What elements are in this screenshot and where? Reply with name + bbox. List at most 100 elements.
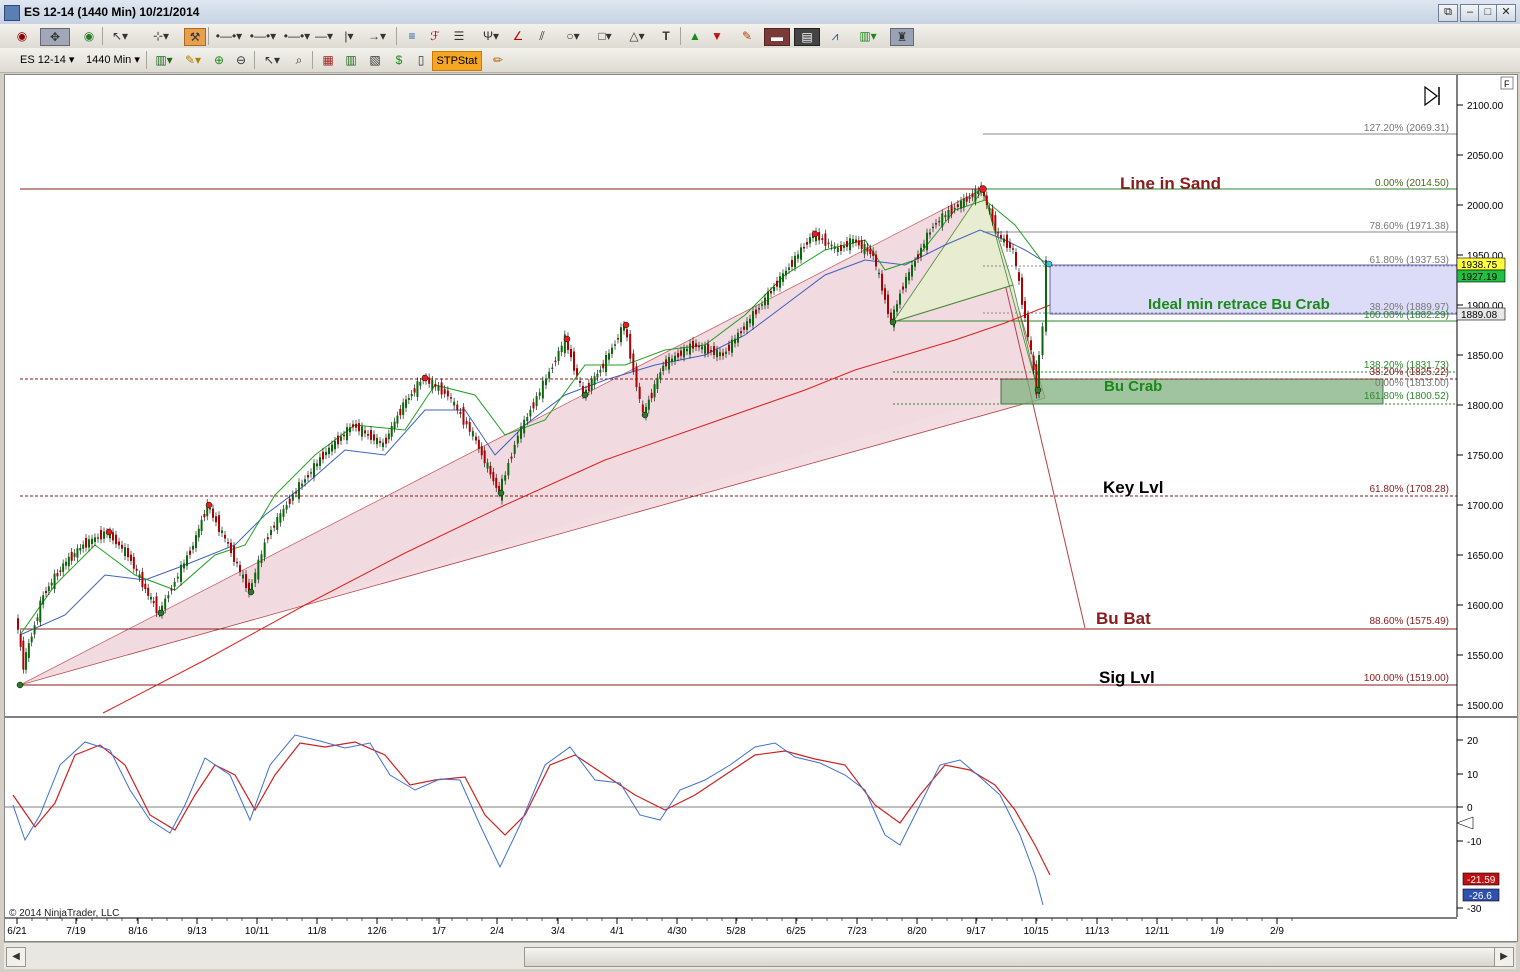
- text-tool-icon[interactable]: T: [662, 29, 670, 43]
- price-candles: [17, 181, 1047, 674]
- interval-selector[interactable]: 1440 Min ▾: [86, 54, 140, 66]
- data-box-icon[interactable]: ⊹▾: [152, 29, 170, 43]
- candle-body: [475, 436, 477, 441]
- annotation-bu-crab: Bu Crab: [1104, 378, 1162, 395]
- candle-body: [554, 360, 557, 363]
- scrollbar-thumb[interactable]: [524, 947, 1500, 967]
- minimize-button[interactable]: –: [1460, 4, 1480, 22]
- candle-body: [197, 528, 200, 538]
- pointer-icon[interactable]: ↖▾: [111, 29, 129, 43]
- oscillator-axis: 20 10 0 -10 -30: [1457, 736, 1482, 915]
- candle-body: [857, 240, 860, 246]
- instrument-selector[interactable]: ES 12-14 ▾: [20, 54, 75, 66]
- fib-label: 100.00% (1882.29): [1364, 310, 1449, 321]
- template-icon[interactable]: ▧: [369, 53, 381, 67]
- indicators-icon[interactable]: ⩘: [831, 29, 839, 43]
- dollar-icon[interactable]: $: [395, 53, 403, 67]
- candle-body: [671, 358, 673, 362]
- candle-body: [192, 545, 194, 550]
- level-price-badge: [1456, 307, 1506, 321]
- stpstat-button[interactable]: STPStat: [432, 51, 482, 71]
- candle-body: [755, 309, 757, 315]
- candle-body: [167, 595, 170, 599]
- candle-body: [824, 233, 827, 246]
- osc-blue-badge: [1462, 888, 1500, 902]
- eye-icon[interactable]: ◉: [16, 29, 28, 43]
- zoom-in-icon[interactable]: ⊕: [213, 53, 225, 67]
- scroll-left-icon[interactable]: ◀: [6, 947, 26, 967]
- candle-body: [164, 598, 167, 610]
- brush-icon[interactable]: ✏: [492, 53, 504, 67]
- jump-to-end-icon[interactable]: [1424, 85, 1440, 107]
- candle-body: [361, 426, 363, 437]
- candle-body: [396, 415, 399, 424]
- price-tick-label: 2000.00: [1467, 201, 1504, 212]
- ray-tool-icon[interactable]: •—•▾: [249, 29, 277, 43]
- line-tool-icon[interactable]: •—•▾: [215, 29, 243, 43]
- candle-body: [953, 207, 956, 210]
- chart-trader-icon[interactable]: ▦: [322, 53, 334, 67]
- magnify-icon[interactable]: ⌕: [295, 53, 303, 67]
- global-draw-icon[interactable]: ⚒: [184, 28, 206, 46]
- oscillator-zero-marker: [1456, 816, 1474, 830]
- arrow-line-icon[interactable]: →▾: [367, 29, 387, 43]
- candles-icon[interactable]: ▥: [345, 53, 357, 67]
- fibonacci-icon[interactable]: ≡: [408, 29, 416, 43]
- candle-body: [224, 534, 226, 539]
- candle-body: [997, 231, 1000, 234]
- annotation-ideal-retrace: Ideal min retrace Bu Crab: [1148, 296, 1330, 313]
- candle-body: [782, 273, 784, 282]
- candle-body: [821, 238, 824, 240]
- candle-body: [1018, 272, 1020, 281]
- crosshair-tool-icon[interactable]: ✥: [40, 28, 70, 46]
- candle-body: [1012, 248, 1014, 250]
- zoom-out-icon[interactable]: ⊖: [235, 53, 247, 67]
- horizontal-line-icon[interactable]: —▾: [314, 29, 334, 43]
- arrow-down-icon[interactable]: ▼: [711, 29, 723, 43]
- arrow-up-icon[interactable]: ▲: [689, 29, 701, 43]
- pattern-tool-icon[interactable]: ✎: [741, 29, 753, 43]
- candle-body: [407, 397, 410, 400]
- restore-all-button[interactable]: ⧉: [1438, 4, 1458, 22]
- scroll-right-icon[interactable]: ▶: [1494, 947, 1514, 967]
- triangle-tool-icon[interactable]: △▾: [629, 29, 645, 43]
- candle-body: [722, 352, 724, 356]
- close-button[interactable]: ✕: [1496, 4, 1516, 22]
- andrews-pitchfork-icon[interactable]: Ψ▾: [482, 29, 500, 43]
- regression-channel-icon[interactable]: ⫽: [539, 29, 545, 43]
- data-series-icon[interactable]: ▤: [794, 28, 820, 46]
- candle-body: [1032, 355, 1035, 371]
- document-icon[interactable]: ▯: [417, 53, 425, 67]
- f-button[interactable]: [1500, 76, 1514, 90]
- pencil-icon[interactable]: ✎▾: [184, 53, 202, 67]
- candle-body: [322, 451, 324, 460]
- properties-icon[interactable]: ♜: [890, 28, 914, 46]
- oscillator-line-blue: [12, 734, 1044, 906]
- horizontal-scrollbar[interactable]: ◀ ▶: [4, 942, 1516, 969]
- gann-fan-icon[interactable]: ∠: [512, 29, 524, 43]
- candle-body: [144, 583, 147, 590]
- show-icon[interactable]: ◉: [83, 29, 95, 43]
- cursor-select-icon[interactable]: ↖▾: [263, 53, 281, 67]
- fib-extension-icon[interactable]: ℱ: [430, 29, 440, 43]
- order-entry-icon[interactable]: ▬: [764, 28, 790, 46]
- candle-body: [328, 447, 330, 455]
- chart-area[interactable]: Line in Sand Ideal min retrace Bu Crab B…: [4, 74, 1518, 942]
- level-price-text: 1889.08: [1461, 310, 1498, 321]
- rectangle-tool-icon[interactable]: □▾: [598, 29, 612, 43]
- bar-type-icon[interactable]: ▥▾: [155, 53, 173, 67]
- fib-time-icon[interactable]: ☰: [453, 29, 465, 43]
- candle-body: [991, 208, 994, 222]
- candle-body: [307, 474, 309, 478]
- strategies-icon[interactable]: ▥▾: [859, 29, 877, 43]
- ellipse-tool-icon[interactable]: ○▾: [566, 29, 580, 43]
- candle-body: [548, 371, 551, 379]
- candle-body: [410, 393, 413, 397]
- extended-line-icon[interactable]: •—•▾: [283, 29, 311, 43]
- candle-body: [902, 286, 904, 290]
- candle-body: [983, 189, 985, 197]
- candle-body: [492, 471, 495, 482]
- vertical-line-icon[interactable]: |▾: [344, 29, 354, 43]
- maximize-button[interactable]: □: [1478, 4, 1498, 22]
- candle-body: [526, 417, 529, 422]
